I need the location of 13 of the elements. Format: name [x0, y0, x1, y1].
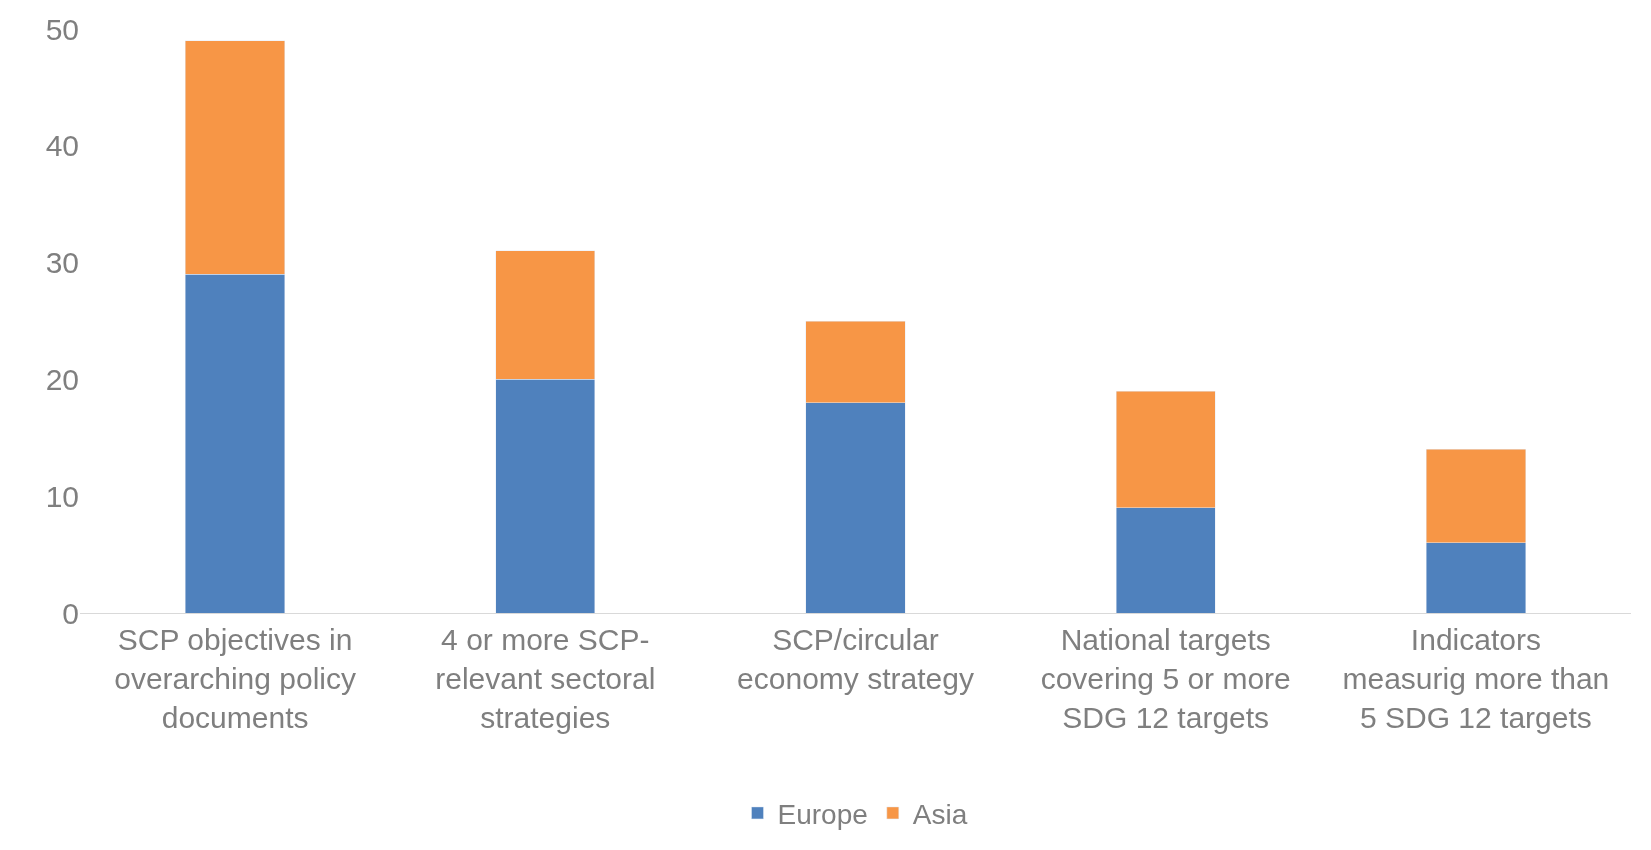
- x-tick-label: SCP objectives in overarching policy documents: [114, 623, 356, 734]
- x-tick-label: SCP/circular economy strategy: [737, 623, 974, 695]
- legend-label: Europe: [777, 798, 868, 830]
- y-tick-label: 30: [45, 246, 79, 280]
- y-tick-label: 40: [45, 129, 79, 163]
- y-tick-label: 50: [45, 12, 79, 46]
- x-tick-label: National targets covering 5 or more SDG 12 targets: [1040, 623, 1291, 734]
- x-tick-label: Indicators measurig more than 5 SDG 12 targets: [1342, 623, 1610, 734]
- y-tick-label: 20: [45, 362, 79, 396]
- x-tick-label: 4 or more SCP-relevant sectoral strategies: [435, 623, 656, 734]
- y-tick-label: 0: [62, 596, 79, 630]
- y-tick-label: 10: [45, 479, 79, 513]
- legend-label: Asia: [912, 798, 968, 830]
